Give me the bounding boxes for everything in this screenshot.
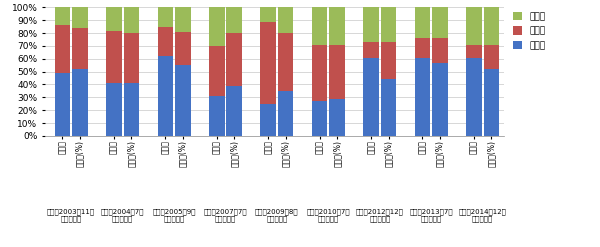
Bar [466,7,482,45]
Bar [209,46,224,96]
Bar [484,69,499,136]
Bar [432,63,448,136]
Bar [278,91,293,136]
Bar [158,27,173,56]
Bar [175,32,191,65]
Bar [72,7,88,28]
Bar [329,45,345,99]
Bar [278,7,293,33]
Text: 《参》2004年7月
（民主党）: 《参》2004年7月 （民主党） [101,208,145,222]
Bar [278,33,293,91]
Bar [484,45,499,69]
Bar [175,7,191,32]
Bar [124,33,139,83]
Bar [381,42,396,79]
Bar [363,7,379,42]
Text: 《衆》2014年12月
（自民党）: 《衆》2014年12月 （自民党） [459,208,506,222]
Bar [381,7,396,42]
Bar [106,83,122,136]
Bar [415,38,430,58]
Bar [226,7,242,33]
Bar [55,7,70,25]
Bar [55,25,70,73]
Bar [363,58,379,136]
Bar [329,99,345,136]
Bar [158,56,173,136]
Bar [381,79,396,136]
Text: 《衆》2005年9月
（自民党）: 《衆》2005年9月 （自民党） [152,208,196,222]
Bar [158,7,173,27]
Bar [106,7,122,31]
Bar [415,7,430,38]
Bar [363,42,379,58]
Bar [432,7,448,38]
Bar [175,65,191,136]
Bar [415,58,430,136]
Bar [124,83,139,136]
Bar [209,96,224,136]
Text: 《参》2013年7月
（自民党）: 《参》2013年7月 （自民党） [409,208,453,222]
Bar [55,73,70,136]
Bar [260,104,276,136]
Bar [260,7,276,21]
Bar [466,45,482,58]
Bar [226,86,242,136]
Bar [484,7,499,45]
Bar [124,7,139,33]
Bar [432,38,448,63]
Text: 《参》2010年7月
（民主党）: 《参》2010年7月 （民主党） [307,208,350,222]
Legend: その他, 民主党, 自民党: その他, 民主党, 自民党 [513,12,545,50]
Bar [72,69,88,136]
Text: 《参》2007年7月
（民主党）: 《参》2007年7月 （民主党） [203,208,247,222]
Bar [106,31,122,83]
Bar [226,33,242,86]
Text: 《衆》2012年12月
（自民党）: 《衆》2012年12月 （自民党） [356,208,404,222]
Text: 《衆》2009年8月
（民主党）: 《衆》2009年8月 （民主党） [255,208,299,222]
Bar [312,45,328,101]
Bar [329,7,345,45]
Bar [209,7,224,46]
Text: 《衆》2003年11月
（自民党）: 《衆》2003年11月 （自民党） [47,208,95,222]
Bar [312,101,328,136]
Bar [72,28,88,69]
Bar [466,58,482,136]
Bar [312,7,328,45]
Bar [260,21,276,104]
